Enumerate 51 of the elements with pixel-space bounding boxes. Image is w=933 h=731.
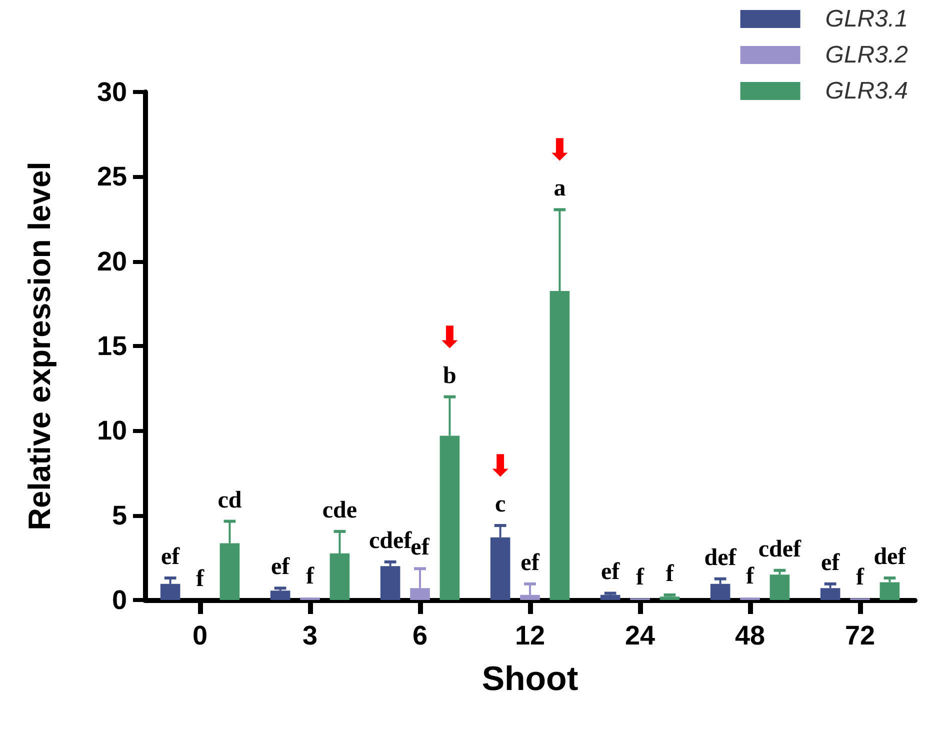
x-tick-label: 72 <box>844 620 876 650</box>
y-tick-label: 15 <box>96 331 127 361</box>
data-label: cdef <box>368 528 413 554</box>
bar <box>740 597 760 600</box>
x-tick-label: 6 <box>412 620 428 650</box>
data-label: f <box>196 566 205 592</box>
x-tick-label: 0 <box>192 620 208 650</box>
data-label: f <box>636 564 645 590</box>
bar <box>770 574 790 600</box>
data-label: ef <box>160 544 181 570</box>
data-label: f <box>666 560 675 587</box>
y-tick-label: 5 <box>112 500 127 530</box>
bar <box>660 596 680 600</box>
y-axis-title: Relative expression level <box>22 162 57 530</box>
bar <box>160 584 180 600</box>
data-label: ef <box>600 559 621 586</box>
y-tick-label: 20 <box>96 246 127 276</box>
data-label: ⬇ b <box>437 320 462 389</box>
data-label: ⬇ a <box>547 133 572 202</box>
data-label: cdef <box>758 536 802 562</box>
data-label: f <box>306 563 315 590</box>
bar <box>300 597 320 600</box>
data-label: cd <box>218 487 242 514</box>
x-tick-label: 12 <box>514 620 546 650</box>
legend-label: GLR3.2 <box>825 42 908 68</box>
data-label: ef <box>410 534 430 561</box>
data-label: f <box>746 563 755 590</box>
y-tick-label: 30 <box>96 77 127 107</box>
y-tick-label: 25 <box>96 162 127 192</box>
bar <box>820 588 840 600</box>
data-label: ef <box>820 550 841 576</box>
bar <box>880 582 900 600</box>
data-label: ⬇ c <box>488 448 513 518</box>
bar <box>270 590 290 600</box>
y-tick-label: 10 <box>96 416 127 446</box>
x-tick-label: 48 <box>734 620 766 650</box>
data-label: cde <box>322 497 358 524</box>
data-label: def <box>874 544 907 570</box>
bar <box>710 584 730 600</box>
data-label: def <box>704 544 738 571</box>
x-axis-title: Shoot <box>482 660 578 698</box>
x-tick-label: 24 <box>624 620 656 650</box>
y-tick-label: 0 <box>112 585 127 615</box>
legend-label: GLR3.4 <box>825 78 908 104</box>
data-label: ef <box>270 554 291 580</box>
bar <box>380 566 400 600</box>
bar <box>600 594 620 600</box>
x-tick-label: 3 <box>302 620 318 650</box>
legend-label: GLR3.1 <box>825 6 908 32</box>
data-label: ef <box>520 550 540 576</box>
data-label: f <box>856 564 865 590</box>
